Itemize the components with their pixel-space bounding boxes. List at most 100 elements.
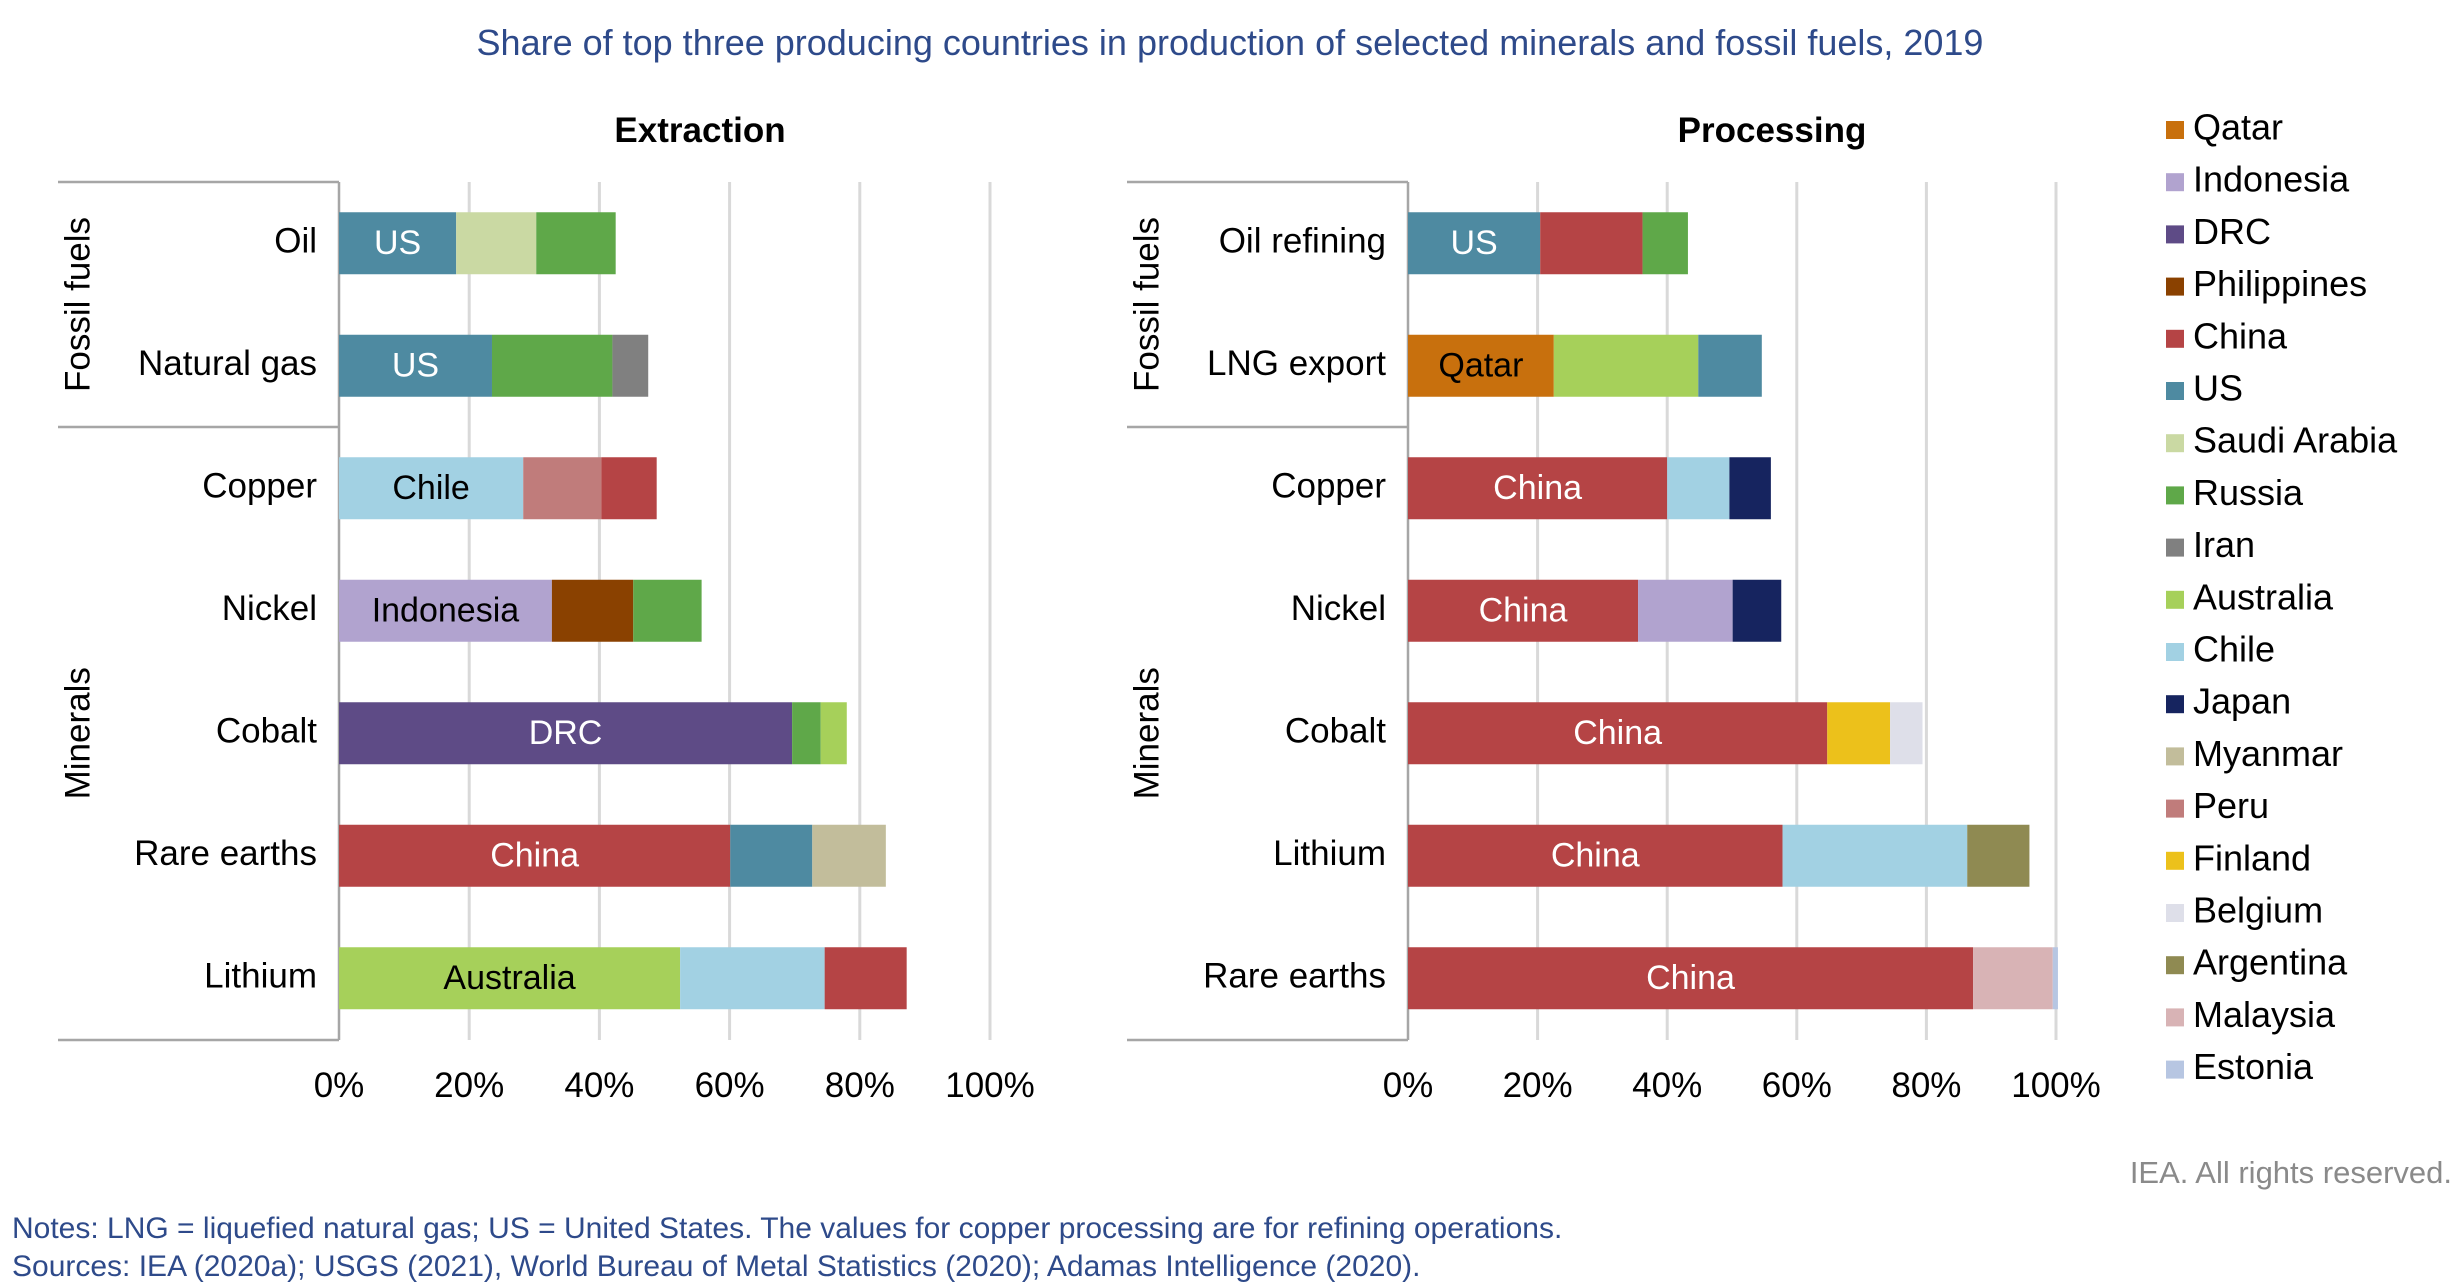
bar-segment-lithium-chile <box>1782 824 1968 887</box>
notes-text: Notes: LNG = liquefied natural gas; US =… <box>12 1212 1563 1245</box>
legend-item-russia: Russia <box>2166 472 2304 513</box>
legend-item-australia: Australia <box>2166 576 2334 617</box>
bar-segment-natural-gas-us <box>339 334 492 397</box>
legend-label: Myanmar <box>2193 733 2343 774</box>
legend-item-drc: DRC <box>2166 211 2271 252</box>
bar-segment-lng-export-australia <box>1553 334 1699 397</box>
bar-segment-copper-china <box>1408 457 1668 520</box>
bar-segment-copper-peru <box>523 457 602 520</box>
x-tick-label: 40% <box>564 1066 634 1105</box>
group-label-minerals: Minerals <box>58 667 97 799</box>
bar-segment-lng-export-us <box>1698 334 1762 397</box>
bar-segment-oil-refining-russia <box>1642 212 1688 275</box>
category-label-natural-gas: Natural gas <box>138 344 317 383</box>
bar-segment-nickel-russia <box>633 579 702 642</box>
bar-segment-lng-export-qatar <box>1408 334 1554 397</box>
legend-label: Peru <box>2193 785 2269 826</box>
category-label-oil: Oil <box>274 222 317 261</box>
category-label-oil-refining: Oil refining <box>1219 222 1386 261</box>
bar-segment-rare-earths-estonia <box>2052 947 2058 1010</box>
bar-segment-oil-russia <box>536 212 616 275</box>
bar-segment-cobalt-russia <box>792 702 821 765</box>
x-tick-label: 20% <box>434 1066 504 1105</box>
legend-label: Belgium <box>2193 890 2323 931</box>
x-tick-label: 60% <box>1762 1066 1832 1105</box>
category-label-nickel: Nickel <box>1291 589 1386 628</box>
bar-segment-cobalt-china <box>1408 702 1828 765</box>
legend-swatch <box>2166 904 2184 922</box>
bar-segment-natural-gas-iran <box>612 334 649 397</box>
data-label-china: China <box>1573 714 1662 752</box>
legend-swatch <box>2166 329 2184 348</box>
data-label-china: China <box>1551 837 1640 875</box>
legend-swatch <box>2166 225 2184 244</box>
legend-item-malaysia: Malaysia <box>2166 994 2336 1035</box>
x-tick-label: 100% <box>2011 1066 2101 1105</box>
legend-swatch <box>2166 643 2184 661</box>
bar-segment-oil-refining-us <box>1408 212 1541 275</box>
data-label-us: US <box>374 224 421 262</box>
chart-panels: Extraction 0% 20% 40% 60% 80% 100% Fossil fuels… <box>58 111 2101 1105</box>
legend-label: Iran <box>2193 524 2255 565</box>
legend-label: Chile <box>2193 629 2275 670</box>
copyright-text: IEA. All rights reserved. <box>2129 1155 2452 1190</box>
bar-segment-copper-chile <box>339 457 524 520</box>
bar-segment-cobalt-belgium <box>1890 702 1923 765</box>
data-label-china: China <box>1479 592 1568 630</box>
bar-segment-nickel-indonesia <box>339 579 552 642</box>
sources-text: Sources: IEA (2020a); USGS (2021), World… <box>12 1250 1421 1283</box>
bar-segment-lithium-china <box>1408 824 1783 887</box>
group-label-fossil-fuels: Fossil fuels <box>58 217 97 392</box>
legend-item-china: China <box>2166 315 2288 356</box>
legend-swatch <box>2166 799 2184 818</box>
bar-segment-cobalt-finland <box>1827 702 1891 765</box>
legend-swatch <box>2166 538 2184 557</box>
legend-label: Indonesia <box>2193 159 2350 200</box>
chart-legend: Qatar Indonesia DRC Philippines China US Saudi… <box>2166 107 2398 1087</box>
bar-segment-rare-earths-myanmar <box>812 824 886 887</box>
legend-label: Japan <box>2193 681 2291 722</box>
x-tick-label: 60% <box>695 1066 765 1105</box>
legend-label: DRC <box>2193 211 2271 252</box>
x-tick-label: 80% <box>1891 1066 1961 1105</box>
x-tick-label: 20% <box>1503 1066 1573 1105</box>
legend-swatch <box>2166 434 2184 453</box>
bar-segment-copper-china <box>601 457 657 520</box>
legend-item-myanmar: Myanmar <box>2166 733 2343 774</box>
legend-swatch <box>2166 382 2184 400</box>
bar-segment-cobalt-australia <box>820 702 847 765</box>
legend-item-us: US <box>2166 368 2243 409</box>
legend-label: Philippines <box>2193 263 2367 304</box>
legend-label: US <box>2193 368 2243 409</box>
bar-segment-oil-saudi-arabia <box>456 212 537 275</box>
legend-item-belgium: Belgium <box>2166 890 2323 931</box>
bar-segment-rare-earths-china <box>339 824 731 887</box>
legend-item-chile: Chile <box>2166 629 2275 670</box>
category-label-cobalt: Cobalt <box>1285 712 1386 751</box>
x-tick-label: 80% <box>825 1066 895 1105</box>
legend-item-philippines: Philippines <box>2166 263 2367 304</box>
bar-segment-nickel-japan <box>1732 579 1782 642</box>
bar-segment-copper-japan <box>1729 457 1771 520</box>
category-label-lithium: Lithium <box>1273 834 1386 873</box>
data-label-china: China <box>490 837 579 875</box>
bar-segment-nickel-china <box>1408 579 1639 642</box>
bar-segment-rare-earths-us <box>730 824 813 887</box>
legend-label: Russia <box>2193 472 2304 513</box>
legend-label: Qatar <box>2193 107 2283 148</box>
legend-item-estonia: Estonia <box>2166 1046 2314 1087</box>
panel-processing: Processing 0% 20% 40% 60% 80% 100% Fossil fuels… <box>1127 111 2101 1105</box>
panel-title: Extraction <box>614 111 785 150</box>
legend-label: Finland <box>2193 837 2311 878</box>
legend-swatch <box>2166 590 2184 609</box>
bar-segment-copper-chile <box>1667 457 1730 520</box>
data-label-australia: Australia <box>443 959 575 997</box>
legend-item-peru: Peru <box>2166 785 2269 826</box>
legend-swatch <box>2166 173 2184 192</box>
bar-segment-cobalt-drc <box>339 702 793 765</box>
category-label-lithium: Lithium <box>204 957 317 996</box>
legend-item-qatar: Qatar <box>2166 107 2283 148</box>
group-label-fossil-fuels: Fossil fuels <box>1127 217 1166 392</box>
category-label-lng-export: LNG export <box>1207 344 1386 383</box>
